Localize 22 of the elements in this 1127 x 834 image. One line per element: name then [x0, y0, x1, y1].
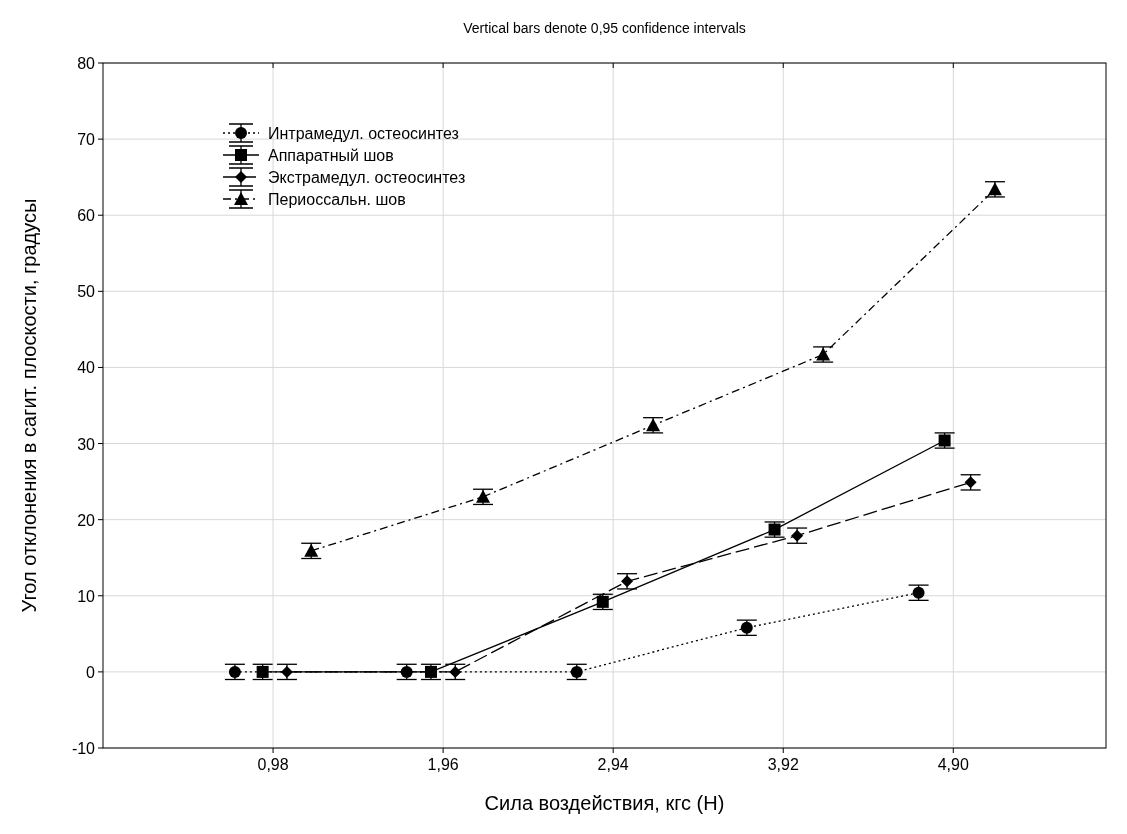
x-tick-label: 1,96: [427, 756, 459, 773]
x-axis-title: Сила воздействия, кгс (Н): [484, 792, 725, 814]
y-tick-label: 80: [77, 55, 96, 72]
y-tick-label: 10: [77, 587, 96, 605]
x-tick-label: 0,98: [257, 756, 289, 773]
y-tick-label: 60: [77, 207, 96, 225]
y-tick-label: 50: [77, 283, 96, 301]
y-tick-label: 0: [86, 663, 96, 681]
y-tick-label: 40: [77, 359, 96, 377]
legend-label: Интрамедул. остеосинтез: [268, 125, 459, 142]
legend-label: Экстрамедул. остеосинтез: [268, 169, 466, 186]
x-tick-label: 2,94: [597, 756, 629, 773]
y-tick-label: 20: [77, 511, 96, 529]
chart-title: Vertical bars denote 0,95 confidence intervals: [463, 20, 746, 36]
legend-label: Аппаратный шов: [268, 147, 394, 164]
y-axis-title: Угол отклонения в сагит. плоскости, градусы: [18, 198, 40, 613]
y-tick-label: 30: [77, 435, 96, 453]
y-tick-label: -10: [71, 740, 96, 757]
y-tick-label: 70: [77, 131, 96, 149]
legend-label: Периоссальн. шов: [268, 191, 406, 208]
x-tick-label: 4,90: [937, 756, 969, 773]
x-tick-label: 3,92: [767, 756, 799, 773]
